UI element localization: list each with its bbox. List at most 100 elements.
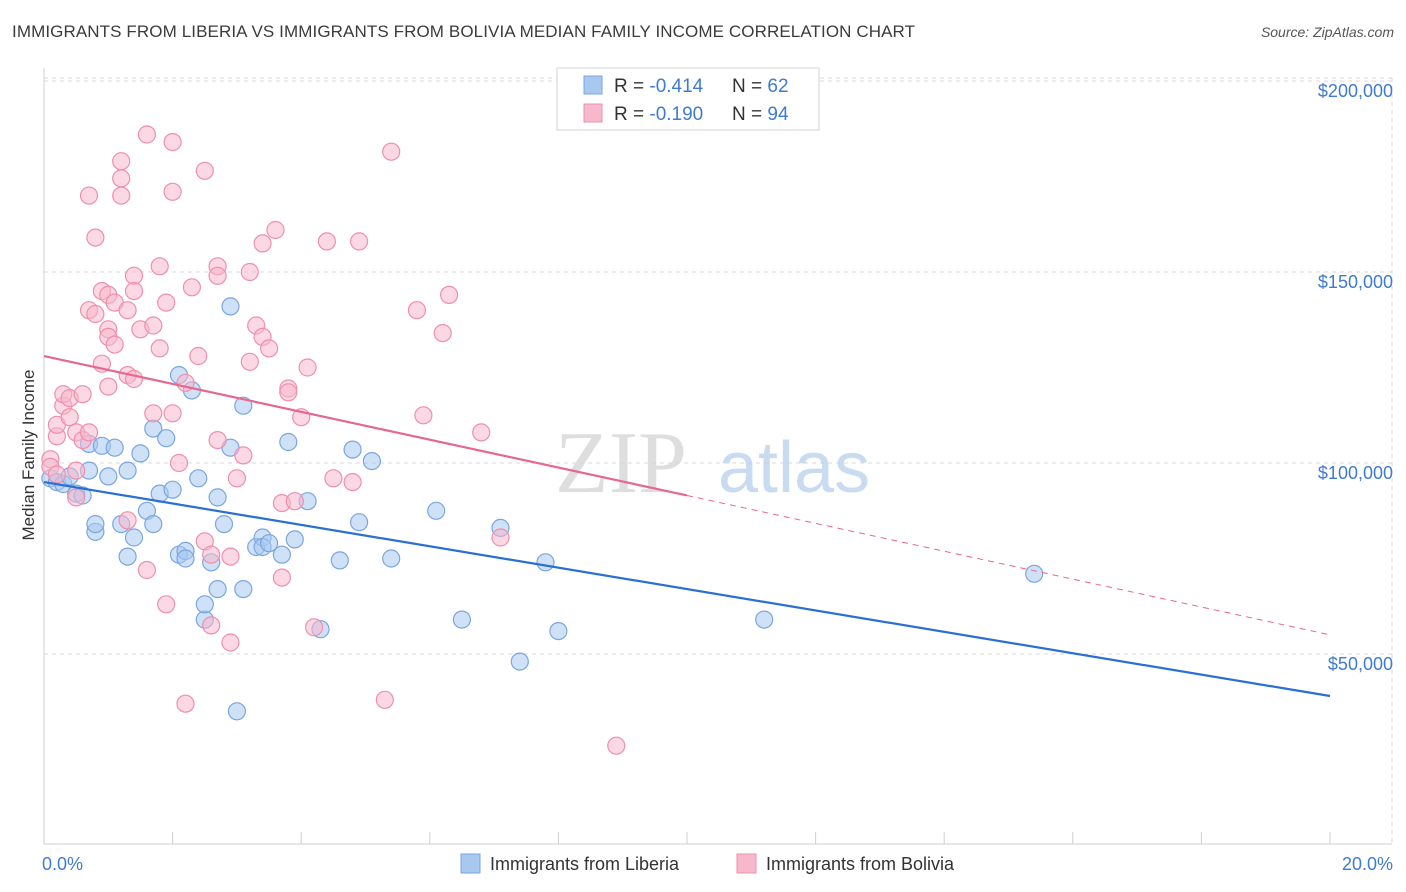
liberia-point-39 — [234, 396, 253, 415]
y-tick-label-3: $200,000 — [1318, 81, 1393, 101]
bolivia-point-88 — [440, 285, 459, 304]
liberia-point-38 — [227, 702, 246, 721]
bolivia-point-43 — [157, 293, 176, 312]
bolivia-point-31 — [118, 511, 137, 530]
bolivia-point-53 — [195, 161, 214, 180]
bolivia-point-77 — [298, 358, 317, 377]
bolivia-point-33 — [124, 266, 144, 285]
bolivia-point-63 — [234, 446, 253, 465]
bolivia-point-60 — [221, 547, 240, 566]
bolivia-point-83 — [375, 690, 394, 709]
bolivia-point-38 — [137, 560, 156, 580]
watermark-zip: ZIP — [555, 415, 687, 512]
bolivia-point-52 — [189, 346, 208, 366]
legend-n-label-2: N = — [732, 104, 767, 125]
liberia-point-51 — [343, 440, 362, 459]
legend-swatch-liberia — [583, 75, 603, 95]
bottom-legend-swatch-liberia — [460, 853, 481, 874]
liberia-point-55 — [427, 501, 446, 520]
chart-title: IMMIGRANTS FROM LIBERIA VS IMMIGRANTS FR… — [12, 22, 916, 41]
bolivia-point-21 — [99, 377, 118, 396]
liberia-point-17 — [131, 444, 150, 463]
bolivia-point-56 — [202, 545, 221, 564]
bolivia-point-10 — [67, 461, 86, 480]
bolivia-point-18 — [86, 304, 105, 324]
series-bolivia-points — [41, 125, 626, 755]
liberia-point-19 — [144, 514, 163, 534]
bolivia-point-81 — [343, 473, 362, 492]
legend-r-value-1: -0.414 — [649, 76, 703, 97]
bolivia-point-59 — [208, 431, 227, 450]
bolivia-point-90 — [491, 528, 510, 547]
tick-labels: $50,000 $100,000 $150,000 $200,000 0.0% 20.0% — [42, 81, 1393, 874]
liberia-point-45 — [272, 545, 291, 564]
bolivia-point-58 — [208, 266, 227, 285]
bolivia-point-61 — [221, 633, 240, 652]
liberia-point-52 — [350, 513, 369, 532]
liberia-point-29 — [189, 469, 208, 488]
bolivia-point-11 — [67, 488, 86, 507]
liberia-point-35 — [214, 514, 234, 534]
bolivia-point-91 — [607, 736, 626, 755]
bolivia-point-35 — [124, 369, 144, 389]
bolivia-point-37 — [137, 125, 156, 144]
liberia-point-44 — [260, 534, 279, 553]
bolivia-point-41 — [150, 257, 169, 276]
bolivia-point-82 — [350, 232, 369, 251]
bolivia-point-72 — [272, 568, 291, 587]
bolivia-point-40 — [144, 316, 163, 335]
bolivia-point-75 — [285, 492, 304, 511]
legend-n-value-2: 94 — [767, 104, 789, 125]
bolivia-point-49 — [176, 694, 195, 713]
bolivia-point-89 — [472, 423, 491, 442]
liberia-point-15 — [118, 461, 137, 480]
bolivia-point-13 — [73, 385, 92, 404]
svg-text:N = 62: N = 62 — [732, 76, 789, 97]
bottom-legend-bolivia: Immigrants from Bolivia — [766, 854, 955, 874]
bolivia-point-69 — [260, 339, 279, 358]
bolivia-point-87 — [433, 324, 452, 343]
bolivia-point-47 — [163, 182, 182, 201]
bottom-legend-swatch-bolivia — [736, 853, 757, 874]
bolivia-point-26 — [105, 335, 124, 354]
legend-n-value-1: 62 — [767, 76, 788, 97]
liberia-point-53 — [362, 452, 381, 471]
bolivia-point-34 — [124, 282, 144, 301]
bolivia-point-65 — [240, 352, 259, 371]
bolivia-point-32 — [118, 301, 137, 320]
y-tick-label-0: $50,000 — [1328, 654, 1393, 674]
liberia-point-14 — [118, 547, 137, 566]
y-tick-label-2: $150,000 — [1318, 272, 1393, 292]
bolivia-point-17 — [86, 228, 105, 247]
y-tick-label-1: $100,000 — [1318, 463, 1393, 483]
x-tick-label-0: 0.0% — [42, 854, 83, 874]
liberia-point-46 — [279, 432, 298, 452]
liberia-point-9 — [86, 514, 105, 534]
bolivia-point-48 — [169, 453, 189, 473]
bolivia-point-45 — [163, 133, 182, 152]
legend-r-label-1: R = — [614, 76, 649, 97]
legend-bottom: Immigrants from Liberia Immigrants from … — [460, 853, 955, 874]
source-label: Source: ZipAtlas.com — [1260, 24, 1394, 40]
bolivia-point-28 — [112, 169, 131, 188]
liberia-point-56 — [452, 610, 471, 629]
liberia-point-61 — [755, 610, 774, 629]
liberia-point-33 — [208, 579, 227, 599]
bolivia-point-78 — [305, 618, 324, 637]
bolivia-point-14 — [79, 423, 99, 442]
bottom-legend-liberia: Immigrants from Liberia — [490, 854, 680, 874]
bolivia-point-55 — [202, 616, 221, 635]
bolivia-point-46 — [163, 404, 182, 423]
bolivia-point-67 — [253, 234, 272, 253]
x-tick-label-1: 20.0% — [1342, 854, 1393, 874]
liberia-point-47 — [285, 530, 304, 549]
liberia-point-58 — [510, 652, 529, 671]
bolivia-point-29 — [112, 186, 131, 205]
bolivia-point-64 — [240, 262, 259, 282]
liberia-point-50 — [330, 551, 349, 570]
liberia-point-40 — [234, 579, 253, 599]
legend-top: R = -0.414 N = 62 R = -0.190 N = 94 — [556, 67, 820, 131]
liberia-point-11 — [99, 467, 118, 486]
watermark: ZIP atlas — [555, 415, 870, 512]
svg-text:N = 94: N = 94 — [732, 104, 789, 125]
